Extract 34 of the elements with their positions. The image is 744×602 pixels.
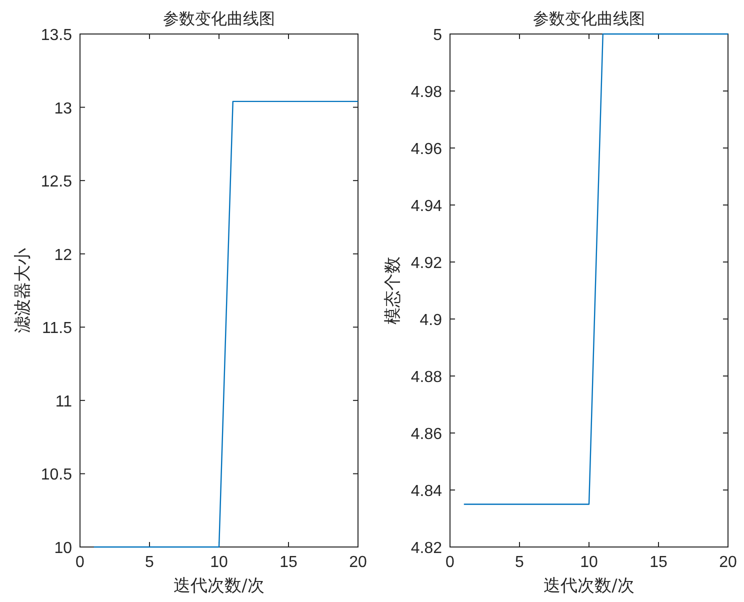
x-tick-label: 5: [145, 554, 154, 571]
y-tick-label: 13.5: [40, 27, 72, 44]
y-tick-label: 4.94: [410, 198, 442, 215]
y-tick-label: 4.96: [410, 141, 442, 158]
x-tick-label: 10: [210, 554, 228, 571]
y-tick-label: 5: [433, 27, 442, 44]
y-axis-title: 模态个数: [383, 256, 403, 324]
x-axis-title: 迭代次数/次: [544, 576, 634, 596]
x-tick-label: 15: [650, 554, 668, 571]
y-tick-label: 11: [55, 393, 72, 410]
y-tick-label: 10.5: [40, 466, 72, 484]
y-tick-label: 4.88: [410, 369, 442, 386]
y-tick-label: 4.92: [410, 255, 442, 272]
x-tick-label: 20: [719, 554, 737, 571]
y-tick-label: 13: [54, 100, 72, 118]
x-axis-title: 迭代次数/次: [174, 576, 264, 596]
y-tick-label: 4.82: [410, 540, 442, 557]
x-tick-label: 0: [446, 554, 455, 571]
y-tick-label: 4.86: [410, 426, 442, 443]
y-axis-title: 滤波器大小: [13, 248, 33, 333]
x-tick-label: 20: [349, 554, 367, 571]
chart-title: 参数变化曲线图: [163, 9, 275, 28]
x-tick-label: 5: [515, 554, 524, 571]
x-tick-label: 15: [280, 554, 298, 571]
y-tick-label: 11.5: [42, 320, 72, 338]
y-tick-label: 10: [54, 540, 72, 557]
y-tick-label: 4.9: [420, 312, 442, 329]
y-tick-label: 4.98: [410, 84, 442, 101]
y-tick-label: 4.84: [410, 483, 442, 500]
y-tick-label: 12: [54, 246, 72, 264]
y-tick-label: 12.5: [40, 174, 72, 191]
x-tick-label: 10: [580, 554, 598, 571]
x-tick-label: 0: [76, 554, 85, 571]
chart-title: 参数变化曲线图: [533, 9, 645, 28]
